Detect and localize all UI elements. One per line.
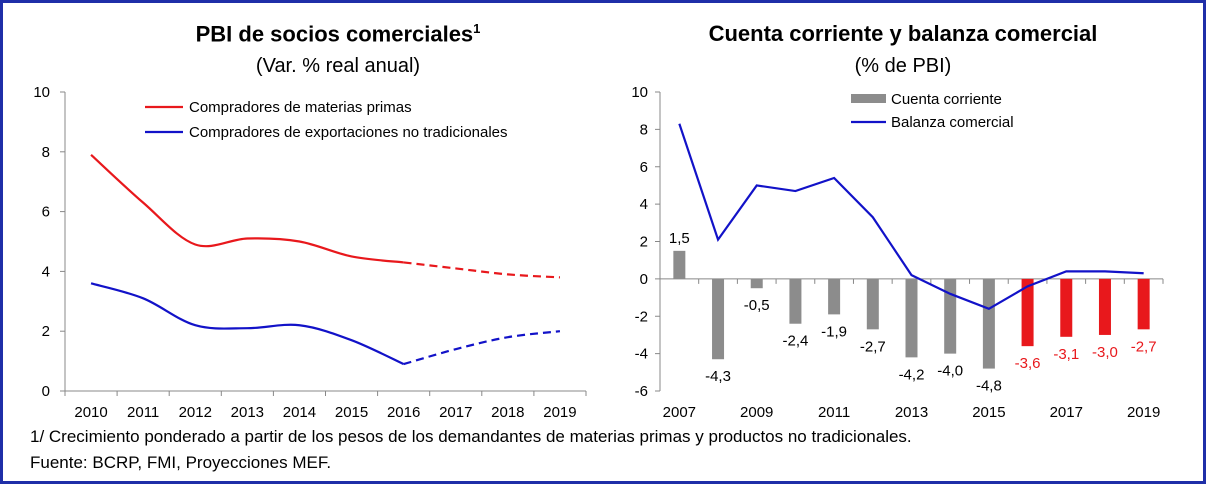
footnote: 1/ Crecimiento ponderado a partir de los… — [30, 427, 912, 446]
right-bar — [905, 278, 918, 358]
right-x-tick-label: 2015 — [972, 404, 1005, 421]
left-chart-title-superscript: 1 — [473, 21, 481, 36]
right-bar-label: -3,1 — [1053, 346, 1079, 363]
left-x-tick-label: 2014 — [283, 404, 316, 421]
right-legend-label-2: Balanza comercial — [891, 114, 1014, 131]
source-note: Fuente: BCRP, FMI, Proyecciones MEF. — [30, 453, 332, 472]
right-bar-label: -4,0 — [937, 363, 963, 380]
right-bar-line-chart: -6 -4 -2 0 2 4 6 8 10 2007 2009 2011 2013 2015 2017 201… — [631, 84, 1164, 421]
left-y-tick-label: 0 — [42, 383, 50, 400]
left-chart-subtitle: (Var. % real anual) — [255, 55, 421, 77]
right-y-tick-label: 2 — [640, 234, 648, 251]
right-bar — [944, 278, 957, 354]
left-series-projection-1 — [403, 261, 561, 279]
right-y-tick-label: -4 — [635, 346, 648, 363]
right-bar-label: -1,9 — [821, 323, 847, 340]
right-bar — [1137, 278, 1150, 330]
left-x-tick-label: 2019 — [543, 404, 576, 421]
right-bar — [828, 278, 841, 315]
left-y-tick-label: 6 — [42, 204, 50, 221]
right-bar-label: 1,5 — [669, 230, 690, 247]
left-series-line-1 — [90, 153, 404, 264]
left-chart-title: PBI de socios comerciales1 — [195, 21, 481, 47]
right-bar — [1021, 278, 1034, 347]
right-y-tick-label: 8 — [640, 121, 648, 138]
left-series-projection-2 — [403, 330, 561, 366]
left-x-tick-label: 2018 — [491, 404, 524, 421]
right-x-tick-label: 2017 — [1050, 404, 1083, 421]
right-bar-label: -4,3 — [705, 368, 731, 385]
right-bar — [673, 250, 686, 279]
left-x-tick-label: 2010 — [74, 404, 107, 421]
right-bar — [750, 278, 763, 289]
left-x-tick-label: 2017 — [439, 404, 472, 421]
right-x-tick-label: 2013 — [895, 404, 928, 421]
left-y-tick-label: 10 — [33, 84, 50, 101]
right-bar-label: -2,7 — [1131, 338, 1157, 355]
left-y-tick-label: 4 — [42, 263, 50, 280]
left-x-tick-label: 2013 — [231, 404, 264, 421]
left-x-tick-label: 2012 — [179, 404, 212, 421]
left-x-tick-label: 2016 — [387, 404, 420, 421]
right-bar-label: -4,8 — [976, 378, 1002, 395]
left-legend-label-2: Compradores de exportaciones no tradicio… — [189, 124, 508, 141]
right-bar-label: -2,7 — [860, 338, 886, 355]
right-x-tick-label: 2009 — [740, 404, 773, 421]
left-series-line-2 — [90, 282, 405, 366]
right-bar-label: -4,2 — [899, 366, 925, 383]
left-y-tick-label: 2 — [42, 323, 50, 340]
right-y-tick-label: -2 — [635, 308, 648, 325]
right-x-tick-label: 2011 — [818, 404, 850, 421]
right-bar — [1060, 278, 1073, 337]
left-x-tick-label: 2011 — [127, 404, 159, 421]
right-y-tick-label: 6 — [640, 159, 648, 176]
right-y-tick-label: 10 — [631, 84, 648, 101]
left-x-tick-label: 2015 — [335, 404, 368, 421]
right-legend-swatch-1 — [851, 94, 886, 103]
right-bar-label: -2,4 — [782, 333, 808, 350]
right-bar — [1098, 278, 1111, 335]
left-line-chart: 0 2 4 6 8 10 2010 2011 2012 2013 2014 2015 2016 2017 2… — [33, 84, 587, 421]
right-x-tick-label: 2019 — [1127, 404, 1160, 421]
right-bar-label: -3,0 — [1092, 344, 1118, 361]
left-y-tick-label: 8 — [42, 144, 50, 161]
right-bar — [712, 278, 725, 360]
right-bar-label: -0,5 — [744, 297, 770, 314]
right-bar-label: -3,6 — [1015, 355, 1041, 372]
left-legend-label-1: Compradores de materias primas — [189, 99, 412, 116]
right-bar — [866, 278, 879, 330]
right-chart-title: Cuenta corriente y balanza comercial — [708, 21, 1098, 46]
right-legend-label-1: Cuenta corriente — [891, 91, 1002, 108]
right-bar — [982, 278, 995, 369]
right-y-tick-label: -6 — [635, 383, 648, 400]
right-chart-subtitle: (% de PBI) — [854, 55, 952, 77]
right-x-tick-label: 2007 — [663, 404, 696, 421]
right-bar — [789, 278, 802, 324]
right-y-tick-label: 4 — [640, 196, 648, 213]
right-y-tick-label: 0 — [640, 271, 648, 288]
right-line-series — [678, 123, 1144, 310]
